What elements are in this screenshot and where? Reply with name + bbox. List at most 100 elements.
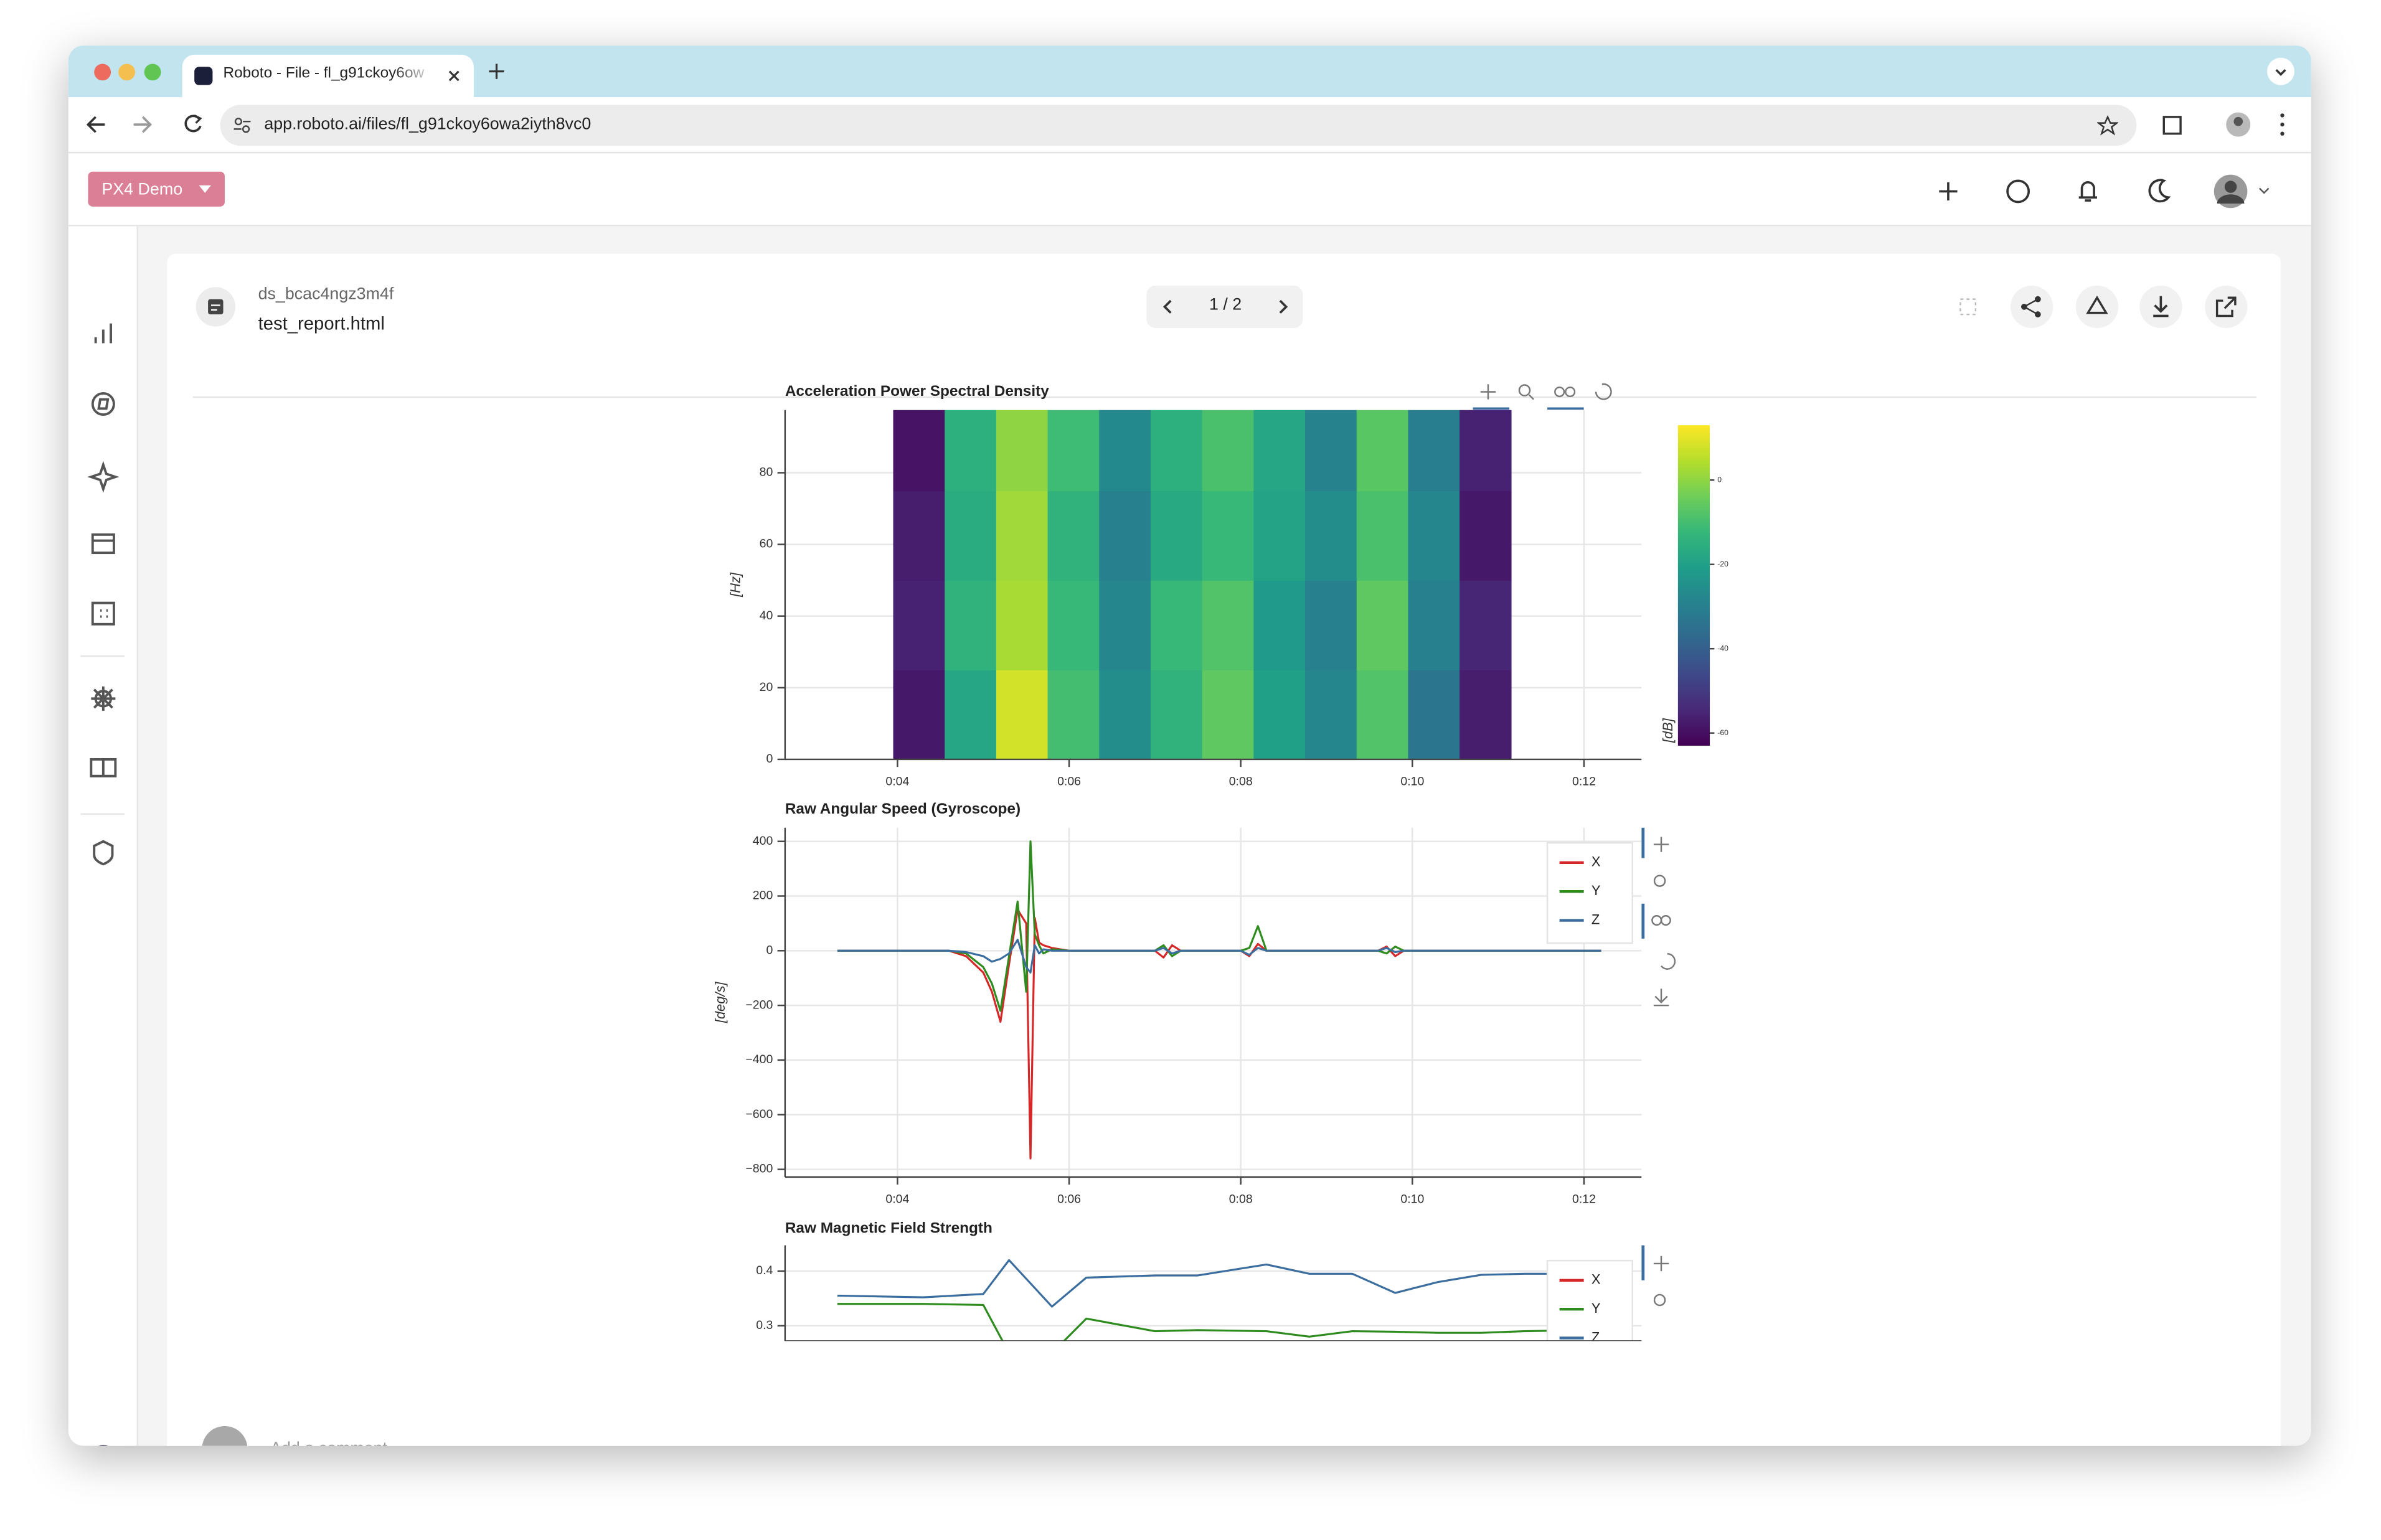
heatmap-cell bbox=[1253, 580, 1306, 670]
min-dot[interactable] bbox=[118, 63, 136, 81]
heatmap-cell bbox=[1356, 491, 1409, 581]
heatmap-cell bbox=[1459, 491, 1512, 581]
heatmap-cell bbox=[1459, 410, 1512, 491]
y-tick-label: −400 bbox=[745, 1053, 773, 1066]
heatmap-cell bbox=[1047, 580, 1100, 670]
divider bbox=[192, 396, 2257, 398]
url: app.roboto.ai/files/fl_g91ckoy6owa2iyth8… bbox=[264, 115, 592, 134]
sidebar-icons[interactable] bbox=[68, 225, 137, 1446]
y-tick-label: 40 bbox=[760, 609, 773, 622]
prev-page[interactable] bbox=[1159, 298, 1177, 316]
y-tick-label: 20 bbox=[760, 680, 773, 694]
file-icon bbox=[196, 287, 236, 327]
plot: Acceleration Power Spectral Density [Hz] 0… bbox=[728, 383, 1642, 789]
file-name: test_report.html bbox=[258, 312, 385, 334]
y-axis-label: [deg/s] bbox=[712, 981, 728, 1023]
heatmap-cell bbox=[1099, 670, 1151, 760]
legend-label: Z bbox=[1591, 1329, 1600, 1345]
pager: 1 / 2 bbox=[1146, 285, 1303, 329]
toolbar: app.roboto.ai/files/fl_g91ckoy6owa2iyth8… bbox=[68, 97, 2311, 154]
y-tick-label: 80 bbox=[760, 466, 773, 479]
y-tick-label: 0.4 bbox=[756, 1264, 773, 1277]
plot-area bbox=[785, 827, 1642, 1177]
heatmap-cell bbox=[945, 491, 997, 581]
next-page[interactable] bbox=[1274, 298, 1292, 316]
colorbar bbox=[1677, 425, 1710, 746]
app-header: PX4 Demo bbox=[68, 153, 2311, 227]
dataset-id[interactable]: ds_bcac4ngz3m4f bbox=[258, 285, 394, 304]
chart-title: Raw Magnetic Field Strength bbox=[785, 1219, 992, 1236]
browser-actions[interactable] bbox=[2161, 111, 2297, 138]
nav-buttons[interactable] bbox=[83, 113, 220, 137]
x-tick-label: 0:08 bbox=[1229, 1193, 1253, 1206]
heatmap-cell bbox=[996, 491, 1049, 581]
heatmap-cell bbox=[945, 410, 997, 491]
colorbar-tick-label: -60 bbox=[1717, 728, 1728, 737]
colorbar-tick-label: -20 bbox=[1717, 560, 1728, 568]
heatmap-cell bbox=[1356, 670, 1409, 760]
workspace-button[interactable]: PX4 Demo bbox=[88, 171, 225, 207]
x-tick-label: 0:10 bbox=[1400, 775, 1424, 789]
x-tick-label: 0:04 bbox=[885, 775, 909, 789]
heatmap-cell bbox=[1099, 410, 1151, 491]
series-line bbox=[837, 1303, 1585, 1341]
heatmap-cell bbox=[1459, 580, 1512, 670]
tab-menu[interactable] bbox=[2267, 57, 2294, 85]
y-tick-label: −800 bbox=[745, 1162, 773, 1176]
colorbar-tick-label: -40 bbox=[1717, 644, 1728, 652]
chart-title: Raw Angular Speed (Gyroscope) bbox=[785, 801, 1021, 817]
heatmap-cell bbox=[1150, 580, 1203, 670]
x-tick-label: 0:04 bbox=[885, 1193, 909, 1206]
heatmap-cell bbox=[1202, 491, 1255, 581]
heatmap-cell bbox=[893, 580, 945, 670]
x-tick-label: 0:06 bbox=[1057, 1193, 1081, 1206]
max-dot[interactable] bbox=[144, 63, 161, 81]
heatmap-cell bbox=[893, 670, 945, 760]
heatmap-cell bbox=[1408, 580, 1460, 670]
tab-bar: Roboto - File - fl_g91ckoy6ow bbox=[68, 45, 2311, 98]
bookmark[interactable] bbox=[2096, 115, 2119, 136]
workspace-name: PX4 Demo bbox=[101, 181, 183, 199]
doc-glyph bbox=[208, 299, 224, 315]
heatmap-cell bbox=[996, 670, 1049, 760]
plot-toolbars[interactable] bbox=[1473, 383, 1676, 1307]
heatmap-cell bbox=[996, 580, 1049, 670]
series-line bbox=[837, 1259, 1584, 1308]
heatmap-cell bbox=[893, 410, 945, 491]
heatmap-cell bbox=[1305, 670, 1357, 760]
heatmap-cell bbox=[996, 410, 1049, 491]
heatmap-cell bbox=[1099, 580, 1151, 670]
chevron bbox=[2275, 69, 2286, 76]
legend-box bbox=[1546, 842, 1633, 944]
heatmap-cell bbox=[1408, 491, 1460, 581]
plot: Raw Magnetic Field Strength 0.3 0.4 XYZ bbox=[756, 1219, 1642, 1345]
heatmap-cell bbox=[1202, 580, 1255, 670]
address-bar[interactable]: app.roboto.ai/files/fl_g91ckoy6owa2iyth8… bbox=[220, 105, 2137, 146]
heatmap-cell bbox=[1356, 410, 1409, 491]
comment-input[interactable]: Add a comment... bbox=[270, 1440, 401, 1446]
x-tick-label: 0:08 bbox=[1229, 775, 1253, 789]
tab[interactable]: Roboto - File - fl_g91ckoy6ow bbox=[182, 54, 474, 98]
legend-label: Z bbox=[1591, 911, 1600, 927]
tab-close[interactable] bbox=[448, 70, 460, 82]
legend-label: Y bbox=[1591, 1300, 1601, 1316]
new-tab[interactable] bbox=[489, 63, 504, 79]
heatmap-cell bbox=[945, 580, 997, 670]
site-info[interactable] bbox=[232, 115, 252, 135]
colorbar-label: [dB] bbox=[1660, 718, 1676, 743]
favicon bbox=[194, 67, 213, 85]
caret bbox=[199, 185, 211, 193]
y-tick-label: 400 bbox=[753, 834, 773, 848]
header-actions[interactable] bbox=[1933, 173, 2298, 210]
tab-title: Roboto - File - fl_g91ckoy6ow bbox=[223, 65, 425, 82]
heatmap-cell bbox=[1099, 491, 1151, 581]
file-actions[interactable] bbox=[1951, 284, 2278, 329]
legend-box bbox=[1546, 1259, 1633, 1341]
legend-label: X bbox=[1591, 854, 1601, 870]
y-tick-label: −200 bbox=[745, 998, 773, 1012]
heatmap-cell bbox=[1202, 670, 1255, 760]
heatmap-cell bbox=[1047, 491, 1100, 581]
close-dot[interactable] bbox=[94, 63, 111, 81]
